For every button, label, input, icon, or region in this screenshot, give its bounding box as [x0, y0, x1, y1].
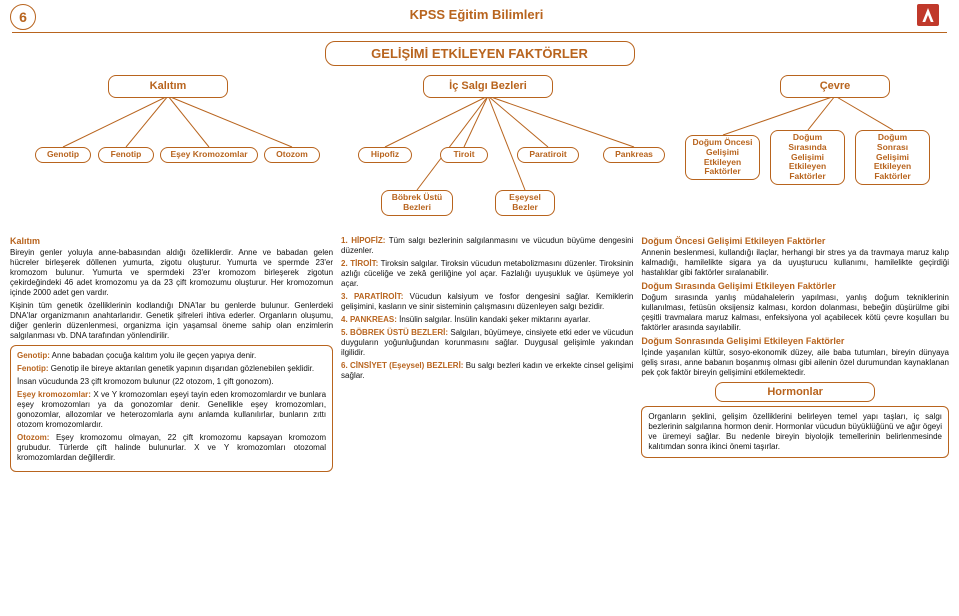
tree-node-tiroit: Tiroit	[440, 147, 488, 163]
definition-0: Genotip: Anne babadan çocuğa kalıtım yol…	[17, 351, 326, 361]
definitions-box: Genotip: Anne babadan çocuğa kalıtım yol…	[10, 345, 333, 472]
hormonlar-title: Hormonlar	[715, 382, 875, 402]
gland-item-1: 2. TİROİT: Tiroksin salgılar. Tiroksin v…	[341, 259, 633, 289]
page-number-circle: 6	[10, 4, 36, 30]
sonra-body: İçinde yaşanılan kültür, sosyo-ekonomik …	[641, 348, 949, 378]
page-title: KPSS Eğitim Bilimleri	[36, 4, 917, 22]
tree-node-parat: Paratiroit	[517, 147, 579, 163]
header-rule	[12, 32, 947, 33]
page-header: 6 KPSS Eğitim Bilimleri	[0, 0, 959, 32]
gland-item-2: 3. PARATİROİT: Vücudun kalsiyum ve fosfo…	[341, 292, 633, 312]
hormonlar-body: Organların şeklini, gelişim özelliklerin…	[648, 412, 942, 452]
concept-tree: Kalıtım İç Salgı Bezleri Çevre Genotip Fenot…	[0, 72, 959, 232]
definition-3: Eşey kromozomlar: X ve Y kromozomları eş…	[17, 390, 326, 430]
tree-node-genotip: Genotip	[35, 147, 91, 163]
tree-node-once: Doğum Öncesi Gelişimi Etkileyen Faktörle…	[685, 135, 760, 180]
tree-node-cevre: Çevre	[780, 75, 890, 98]
tree-node-fenotip: Fenotip	[98, 147, 154, 163]
once-body: Annenin beslenmesi, kullandığı ilaçlar, …	[641, 248, 949, 278]
gland-item-0: 1. HİPOFİZ: Tüm salgı bezlerinin salgıla…	[341, 236, 633, 256]
gland-item-5: 6. CİNSİYET (Eşeysel) BEZLERİ: Bu salgı …	[341, 361, 633, 381]
definition-term-4: Otozom:	[17, 433, 49, 442]
sira-heading: Doğum Sırasında Gelişimi Etkileyen Faktö…	[641, 281, 949, 291]
gland-term-3: 4. PANKREAS:	[341, 315, 397, 324]
gland-term-0: 1. HİPOFİZ:	[341, 236, 385, 245]
sira-body: Doğum sırasında yanlış müdahalelerin yap…	[641, 293, 949, 333]
gland-item-4: 5. BÖBREK ÜSTÜ BEZLERİ: Salgıları, büyüm…	[341, 328, 633, 358]
tree-node-pankreas: Pankreas	[603, 147, 665, 163]
hormonlar-box: Organların şeklini, gelişim özelliklerin…	[641, 406, 949, 458]
page-number: 6	[19, 9, 27, 25]
gland-term-4: 5. BÖBREK ÜSTÜ BEZLERİ:	[341, 328, 448, 337]
definition-term-1: Fenotip:	[17, 364, 49, 373]
tree-node-eseykr: Eşey Kromozomlar	[160, 147, 258, 163]
tree-node-eseysel: Eşeysel Bezler	[495, 190, 555, 216]
kalitim-p1: Bireyin genler yoluyla anne-babasından a…	[10, 248, 333, 298]
kalitim-p2: Kişinin tüm genetik özelliklerinin kodla…	[10, 301, 333, 341]
sonra-heading: Doğum Sonrasında Gelişimi Etkileyen Fakt…	[641, 336, 949, 346]
tree-node-bobrek: Böbrek Üstü Bezleri	[381, 190, 453, 216]
column-kalitim: Kalıtım Bireyin genler yoluyla anne-baba…	[10, 236, 333, 472]
definition-term-3: Eşey kromozomlar:	[17, 390, 91, 399]
kalitim-heading: Kalıtım	[10, 236, 333, 246]
tree-node-sonra: Doğum Sonrası Gelişimi Etkileyen Faktörl…	[855, 130, 930, 185]
definition-term-0: Genotip:	[17, 351, 50, 360]
definition-4: Otozom: Eşey kromozomu olmayan, 22 çift …	[17, 433, 326, 463]
tree-node-hipofiz: Hipofiz	[358, 147, 412, 163]
column-cevre: Doğum Öncesi Gelişimi Etkileyen Faktörle…	[641, 236, 949, 472]
logo-icon	[921, 8, 935, 22]
once-heading: Doğum Öncesi Gelişimi Etkileyen Faktörle…	[641, 236, 949, 246]
main-title-box: GELİŞİMİ ETKİLEYEN FAKTÖRLER	[325, 41, 635, 66]
tree-node-icsalgi: İç Salgı Bezleri	[423, 75, 553, 98]
tree-node-otozom: Otozom	[264, 147, 320, 163]
gland-item-3: 4. PANKREAS: İnsülin salgılar. İnsülin k…	[341, 315, 633, 325]
gland-term-1: 2. TİROİT:	[341, 259, 378, 268]
tree-node-kalitim: Kalıtım	[108, 75, 228, 98]
gland-term-2: 3. PARATİROİT:	[341, 292, 403, 301]
tree-node-sira: Doğum Sırasında Gelişimi Etkileyen Faktö…	[770, 130, 845, 185]
gland-term-5: 6. CİNSİYET (Eşeysel) BEZLERİ:	[341, 361, 463, 370]
column-bezler: 1. HİPOFİZ: Tüm salgı bezlerinin salgıla…	[341, 236, 633, 472]
publisher-logo	[917, 4, 939, 26]
columns: Kalıtım Bireyin genler yoluyla anne-baba…	[0, 232, 959, 478]
definition-1: Fenotip: Genotip ile bireye aktarılan ge…	[17, 364, 326, 374]
definition-2: İnsan vücudunda 23 çift kromozom bulunur…	[17, 377, 326, 387]
